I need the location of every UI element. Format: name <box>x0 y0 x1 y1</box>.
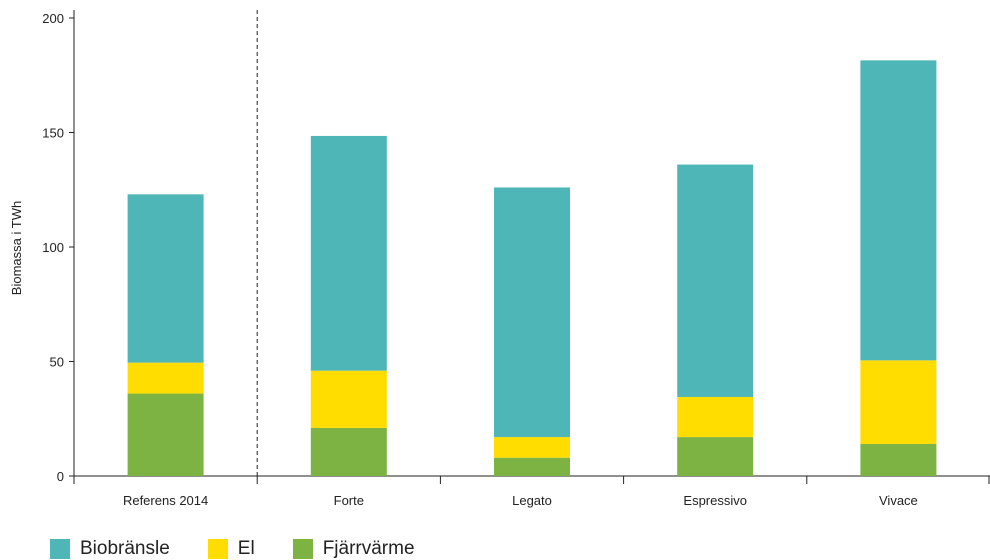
bar-segment <box>677 396 754 438</box>
x-tick-label: Legato <box>512 493 552 508</box>
legend-swatch <box>50 539 70 559</box>
bar-segment <box>494 457 570 476</box>
bar-segment <box>310 370 387 428</box>
bar-segment <box>127 362 204 394</box>
y-axis: 0 50 100 150 200 <box>42 10 75 484</box>
y-tick-label: 0 <box>57 469 64 484</box>
legend-label: El <box>237 538 255 559</box>
stacked-bar-chart: 0 50 100 150 200 Referens 2014 Forte Legato Esp… <box>9 10 990 508</box>
bar-segment <box>677 437 754 476</box>
bar-segment <box>860 443 937 476</box>
y-tick-label: 50 <box>50 355 64 370</box>
x-tick-label: Forte <box>334 493 364 508</box>
bars <box>127 60 937 476</box>
legend-swatch <box>292 539 313 559</box>
legend: Biobränsle El Fjärrvärme <box>50 538 453 560</box>
legend-item: Fjärrvärme <box>292 538 415 560</box>
bar-segment <box>127 194 204 363</box>
legend-swatch <box>207 539 228 559</box>
y-tick-label: 150 <box>42 126 64 141</box>
y-tick-label: 200 <box>42 11 64 26</box>
legend-item: Biobränsle <box>50 538 170 560</box>
bar-segment <box>860 60 937 361</box>
legend-item: El <box>207 538 255 560</box>
x-tick-label: Referens 2014 <box>123 493 208 508</box>
x-axis: Referens 2014 Forte Legato Espressivo Vivace <box>73 10 990 508</box>
legend-label: Biobränsle <box>80 538 170 559</box>
bar-segment <box>860 360 937 444</box>
x-tick-label: Vivace <box>879 493 918 508</box>
bar-segment <box>310 427 387 476</box>
y-tick-label: 100 <box>42 240 64 255</box>
bar-segment <box>494 437 570 458</box>
bar-segment <box>494 187 570 438</box>
x-tick-label: Espressivo <box>683 493 747 508</box>
bar-segment <box>310 135 387 371</box>
y-axis-title: Biomassa i TWh <box>9 201 24 295</box>
legend-label: Fjärrvärme <box>322 538 415 559</box>
bar-segment <box>677 164 754 397</box>
bar-segment <box>127 393 204 476</box>
